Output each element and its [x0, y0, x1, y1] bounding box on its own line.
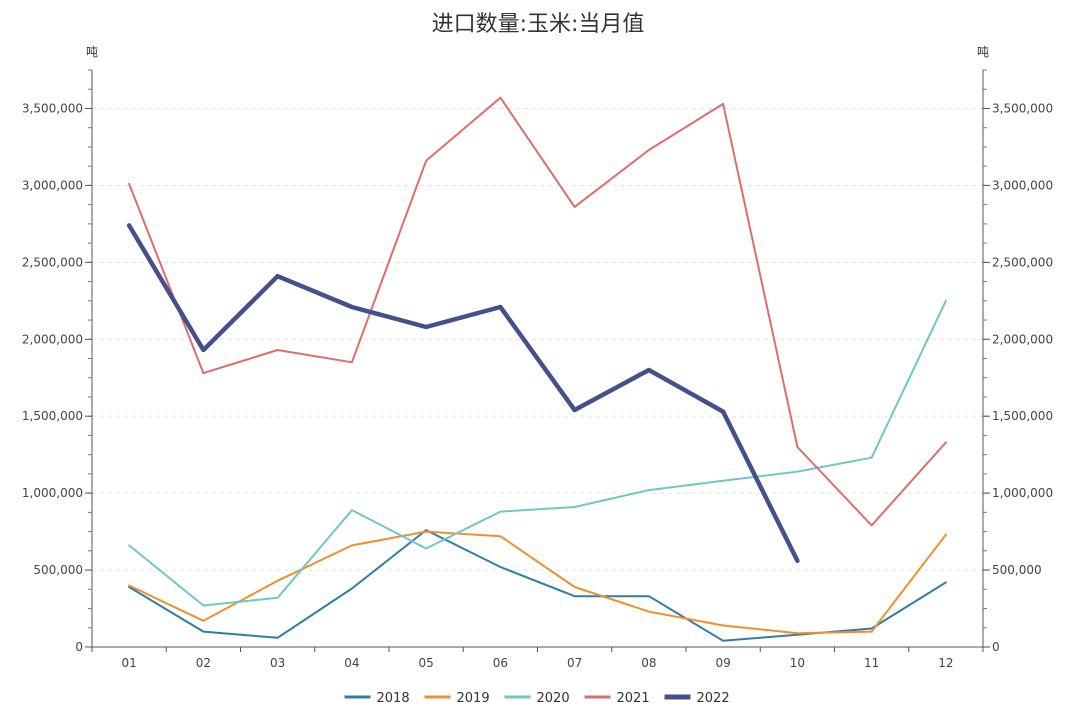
series-line-2019 — [128, 530, 947, 635]
left-y-tick-label: 2,000,000 — [22, 332, 83, 346]
legend-label: 2020 — [537, 691, 570, 706]
right-y-tick-label: 0 — [992, 640, 1000, 654]
left-y-tick-label: 1,000,000 — [22, 486, 83, 500]
x-tick-label: 07 — [567, 656, 582, 670]
x-tick-label: 03 — [270, 656, 285, 670]
legend-label: 2018 — [377, 691, 410, 706]
right-y-tick-label: 1,500,000 — [992, 409, 1053, 423]
chart-title: 进口数量:玉米:当月值 — [432, 12, 645, 37]
legend-item-2018[interactable]: 2018 — [344, 691, 410, 706]
x-tick-label: 06 — [493, 656, 508, 670]
legend-item-2022[interactable]: 2022 — [664, 691, 730, 706]
series-line-2021 — [128, 96, 947, 527]
axes: 0 0 500,000 500,000 1,000,000 1,000,000 1,500,… — [22, 69, 1053, 670]
right-y-tick-label: 3,000,000 — [992, 178, 1053, 192]
x-tick-label: 09 — [715, 656, 730, 670]
right-y-unit-label: 吨 — [977, 45, 989, 59]
legend-item-2021[interactable]: 2021 — [584, 691, 650, 706]
legend[interactable]: 2018 2019 2020 2021 2022 — [344, 691, 730, 706]
right-y-tick-label: 500,000 — [992, 563, 1042, 577]
right-y-tick-label: 2,000,000 — [992, 332, 1053, 346]
x-tick-label: 05 — [418, 656, 433, 670]
left-y-tick-label: 3,500,000 — [22, 101, 83, 115]
series-line-2018 — [128, 529, 947, 642]
left-y-tick-label: 1,500,000 — [22, 409, 83, 423]
left-y-tick-label: 2,500,000 — [22, 255, 83, 269]
legend-item-2019[interactable]: 2019 — [424, 691, 490, 706]
legend-label: 2022 — [697, 691, 730, 706]
series-line-2020 — [128, 299, 947, 607]
legend-label: 2021 — [617, 691, 650, 706]
series-line-2022 — [126, 223, 800, 564]
x-tick-label: 02 — [196, 656, 211, 670]
right-y-tick-label: 3,500,000 — [992, 101, 1053, 115]
x-tick-label: 12 — [938, 656, 953, 670]
left-y-tick-label: 3,000,000 — [22, 178, 83, 192]
right-y-tick-label: 2,500,000 — [992, 255, 1053, 269]
right-y-tick-label: 1,000,000 — [992, 486, 1053, 500]
x-tick-label: 08 — [641, 656, 656, 670]
x-tick-label: 01 — [121, 656, 136, 670]
left-y-tick-label: 500,000 — [33, 563, 83, 577]
x-tick-label: 10 — [790, 656, 805, 670]
legend-label: 2019 — [457, 691, 490, 706]
legend-item-2020[interactable]: 2020 — [504, 691, 570, 706]
left-y-unit-label: 吨 — [86, 45, 98, 59]
left-y-tick-label: 0 — [75, 640, 83, 654]
series-lines — [126, 96, 947, 642]
x-tick-label: 11 — [864, 656, 879, 670]
x-tick-label: 04 — [344, 656, 359, 670]
